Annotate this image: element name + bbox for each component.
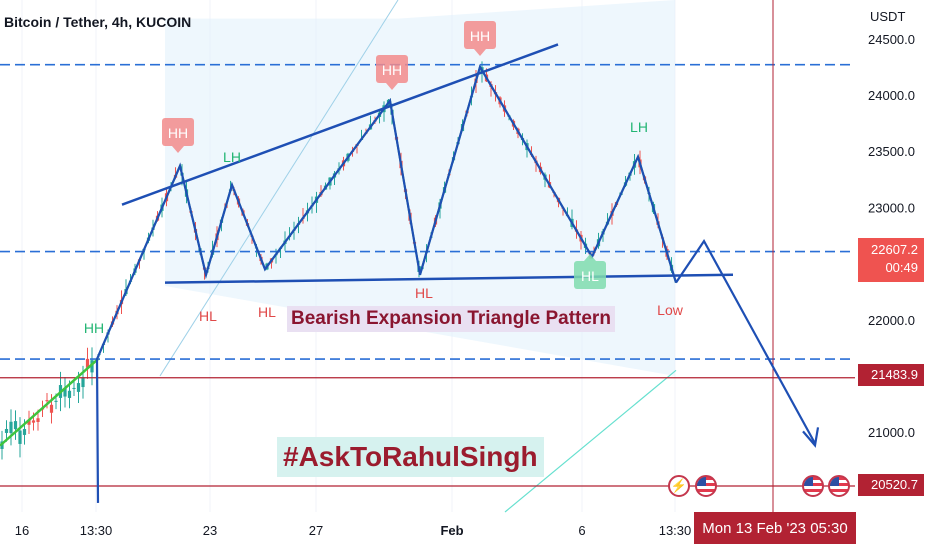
candle-body bbox=[18, 430, 22, 444]
last-price-tag: 22607.2 00:49 bbox=[858, 238, 924, 282]
pivot-label: HL bbox=[258, 304, 276, 320]
pivot-label-pointer bbox=[386, 83, 398, 90]
candle-body bbox=[27, 419, 31, 425]
candle-body bbox=[4, 428, 9, 433]
time-tick-label: 23 bbox=[203, 523, 217, 538]
price-tick-label: 23500.0 bbox=[868, 144, 915, 159]
time-tick-label: 13:30 bbox=[659, 523, 692, 538]
pivot-label: Low bbox=[657, 302, 684, 318]
projection-line bbox=[675, 238, 816, 444]
us-flag-icon[interactable] bbox=[802, 475, 824, 497]
countdown-value: 00:49 bbox=[885, 260, 918, 275]
lower-trendline bbox=[164, 273, 734, 284]
crosshair-date: Mon 13 Feb '23 05:30 bbox=[694, 512, 856, 544]
pivot-label-box bbox=[162, 118, 194, 146]
pivot-label-pointer bbox=[474, 49, 486, 56]
pivot-label-pointer bbox=[172, 146, 184, 153]
pivot-label: HL bbox=[415, 285, 433, 301]
pivot-label-box bbox=[376, 55, 408, 83]
swing-line bbox=[0, 358, 99, 447]
upper-trendline bbox=[121, 43, 559, 206]
time-tick-label: 13:30 bbox=[80, 523, 113, 538]
pivot-label: LH bbox=[630, 119, 648, 135]
pivot-label: HH bbox=[168, 125, 188, 141]
time-tick-label: Feb bbox=[440, 523, 463, 538]
pivot-label: LH bbox=[223, 149, 241, 165]
candle-body bbox=[81, 377, 85, 388]
candle-body bbox=[45, 400, 49, 402]
pivot-label: HH bbox=[84, 320, 104, 336]
time-tick-label: 27 bbox=[309, 523, 323, 538]
pattern-label: Bearish Expansion Triangle Pattern bbox=[287, 306, 615, 332]
chart-drawings bbox=[159, 0, 677, 513]
level-lower-tag: 20520.7 bbox=[858, 474, 924, 496]
candle-body bbox=[63, 388, 67, 397]
price-tick-label: 21000.0 bbox=[868, 425, 915, 440]
pivot-label-pointer bbox=[584, 254, 596, 261]
pivot-label: HL bbox=[581, 268, 599, 284]
candle-body bbox=[31, 420, 36, 423]
time-tick-label: 16 bbox=[15, 523, 29, 538]
time-axis: 16 13:30 23 27 Feb 6 13:30 bbox=[15, 523, 692, 538]
channel-edge bbox=[159, 0, 399, 377]
us-flag-icon[interactable] bbox=[695, 475, 717, 497]
candle-body bbox=[72, 387, 76, 389]
candle-body bbox=[76, 383, 81, 392]
pivot-label: HH bbox=[382, 62, 402, 78]
candle-body bbox=[67, 390, 72, 398]
us-flag-icon[interactable] bbox=[828, 475, 850, 497]
zigzag-line bbox=[95, 64, 678, 503]
pivot-label-box bbox=[464, 21, 496, 49]
lightning-icon[interactable]: ⚡ bbox=[668, 475, 690, 497]
pivot-label-box bbox=[574, 261, 606, 289]
price-tick-label: 23000.0 bbox=[868, 200, 915, 215]
pivot-labels: HH HH LH HL HL HH HL HH HL LH Low bbox=[84, 21, 684, 336]
price-tick-label: 24000.0 bbox=[868, 88, 915, 103]
level-upper-tag: 21483.9 bbox=[858, 364, 924, 386]
projection-arrow bbox=[802, 427, 820, 448]
candle-body bbox=[54, 400, 58, 402]
price-tick-label: 22000.0 bbox=[868, 313, 915, 328]
hashtag-label: #AskToRahulSingh bbox=[277, 437, 544, 477]
axis-currency: USDT bbox=[870, 9, 906, 24]
candle-body bbox=[9, 421, 13, 434]
candle-body bbox=[22, 428, 27, 435]
candle-body bbox=[36, 418, 40, 422]
moving-average-line bbox=[504, 369, 677, 513]
candle-body bbox=[85, 358, 90, 368]
candle-body bbox=[13, 421, 18, 430]
candle-body bbox=[49, 404, 54, 413]
chart-title: Bitcoin / Tether, 4h, KUCOIN bbox=[4, 14, 192, 30]
candle-body bbox=[90, 360, 94, 373]
time-tick-label: 6 bbox=[578, 523, 585, 538]
pivot-label: HH bbox=[470, 28, 490, 44]
pivot-label: HL bbox=[199, 308, 217, 324]
price-tick-label: 24500.0 bbox=[868, 32, 915, 47]
last-price-value: 22607.2 bbox=[871, 242, 918, 257]
